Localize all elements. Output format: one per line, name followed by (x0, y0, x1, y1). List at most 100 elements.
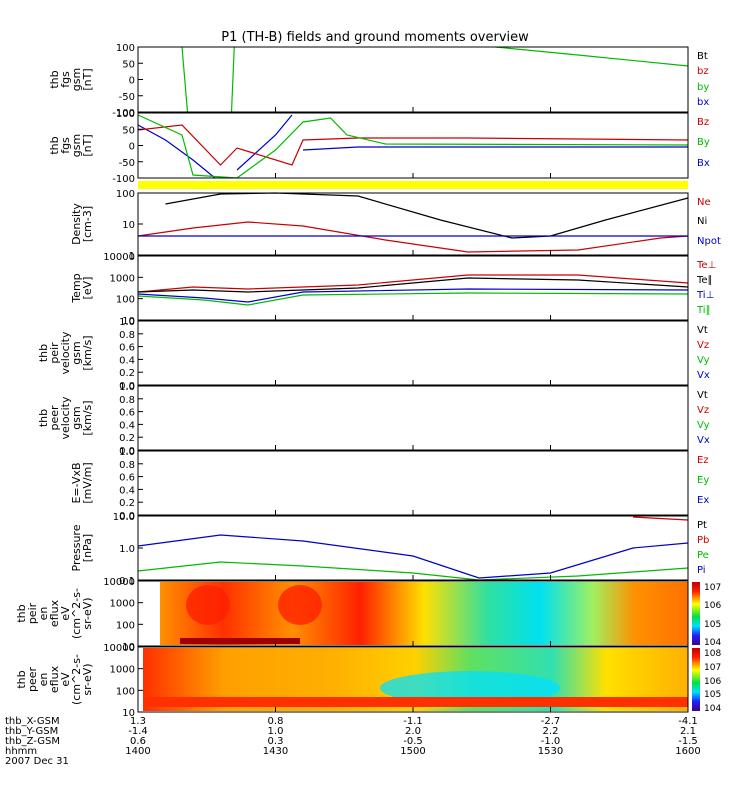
legend-entry: Ez (697, 455, 709, 466)
legend-entry: Ey (697, 475, 710, 486)
y-tick-label: 0 (129, 76, 135, 87)
y-tick-label: 10000 (103, 252, 135, 263)
y-tick-label: 0.0 (119, 381, 135, 392)
spectrogram-hotspot (186, 585, 230, 625)
y-tick-label: 50 (122, 59, 135, 70)
y-tick-label: 1 (129, 251, 135, 262)
legend-entry: Bz (697, 117, 710, 128)
spectrogram-band (143, 697, 688, 707)
colorbar-label: 108 (704, 649, 722, 659)
legend-entry: Ex (697, 495, 710, 506)
y-tick-label: 0.2 (119, 498, 135, 509)
y-axis-label-line: [km/s] (81, 335, 94, 371)
y-axis-label-line: sr-eV) (81, 597, 94, 630)
legend-entry: Npot (697, 235, 721, 247)
y-tick-label: 1.0 (119, 447, 135, 458)
y-tick-label: 0.8 (119, 330, 135, 341)
y-tick-label: 1000 (110, 665, 135, 676)
legend-entry: Ni (697, 216, 708, 228)
x-axis-row-label: hhmm (5, 746, 38, 757)
panel-frame (137, 450, 689, 516)
bx-trace (137, 124, 216, 179)
y-tick-label: 0.0 (119, 511, 135, 522)
y-tick-label: 0.1 (119, 576, 135, 587)
by-trace (181, 46, 189, 113)
x-axis-value: 1600 (675, 746, 701, 757)
legend-entry: Pe (697, 550, 709, 561)
panel-frame (137, 112, 689, 179)
x-axis-value: 0.6 (130, 736, 146, 747)
legend-entry: Bx (697, 157, 710, 169)
x-axis-value: -4.1 (678, 716, 698, 727)
y-tick-label: 10 (122, 316, 135, 327)
y-tick-label: 10 (122, 642, 135, 653)
bx-trace (302, 146, 688, 151)
legend-entry: Bt (697, 51, 708, 62)
ni-trace (165, 192, 689, 239)
x-axis-value: 1.0 (267, 726, 284, 737)
colorbar-label: 105 (704, 690, 722, 701)
x-axis-value: 1430 (262, 746, 289, 757)
colorbar-label: 106 (704, 601, 722, 612)
y-tick-label: -50 (119, 158, 135, 169)
y-axis-label-line: [mV/m] (81, 462, 94, 504)
legend-entry: Vt (697, 390, 708, 401)
panel-frame (137, 320, 689, 386)
x-axis-value: -0.5 (403, 736, 423, 747)
y-tick-label: 1.0 (119, 544, 135, 555)
y-axis-label-line: sr-eV) (81, 663, 94, 696)
x-axis-row-label: thb_Y-GSM (5, 726, 59, 737)
y-axis-label: thb peir en eflux eV (cm^2-s-sr-eV) (15, 581, 94, 646)
by-trace (230, 46, 235, 113)
legend-entry: Pi (697, 565, 706, 576)
panel-frame (137, 46, 689, 113)
y-tick-label: 10 (122, 220, 135, 231)
colorbar-label: 105 (704, 619, 722, 630)
y-tick-label: 0.4 (119, 355, 135, 366)
legend-entry: Vz (697, 405, 710, 416)
y-tick-label: 1.0 (119, 382, 135, 393)
y-tick-label: 0.8 (119, 460, 135, 471)
colorbar-label: 104 (704, 638, 722, 648)
colorbar (692, 582, 700, 645)
by-trace (495, 46, 689, 67)
y-tick-label: 100 (116, 109, 135, 120)
legend-entry: By (697, 137, 710, 149)
y-tick-label: 1000 (110, 273, 135, 284)
y-tick-label: 10.0 (113, 512, 135, 523)
x-axis-value: -1.4 (128, 726, 148, 737)
colorbar-label: 107 (704, 662, 722, 673)
ion-spectrogram (160, 582, 688, 645)
y-tick-label: -50 (119, 92, 135, 103)
colorbar-label: 106 (704, 676, 722, 687)
y-tick-label: 100 (116, 620, 135, 631)
legend-entry: Vx (697, 435, 710, 446)
x-axis-value: 2.2 (542, 726, 559, 737)
y-tick-label: 0.8 (119, 395, 135, 406)
legend-entry: Pb (697, 535, 710, 546)
x-axis-row-label: thb_X-GSM (5, 716, 60, 727)
y-tick-label: 0.4 (119, 485, 135, 496)
y-axis-label: thb peer velocity gsm [km/s] (37, 386, 94, 450)
ti-par-trace (137, 292, 689, 306)
figure-title: P1 (TH-B) fields and ground moments over… (221, 30, 529, 45)
colorbar-label: 107 (704, 583, 722, 593)
legend-entry: Ne (697, 197, 711, 208)
y-axis-label: Density [cm-3] (70, 193, 94, 255)
x-axis-value: 1400 (125, 746, 151, 757)
quality-flag-bar (138, 181, 688, 189)
x-axis-value: 2.1 (680, 726, 696, 737)
ti-perp-trace (137, 288, 689, 303)
y-axis-label: thb peer en eflux eV (cm^2-s-sr-eV) (15, 647, 94, 712)
pi-trace (137, 534, 689, 579)
y-tick-label: 0.2 (119, 433, 135, 444)
legend-entry: Vy (697, 355, 710, 366)
y-tick-label: 100 (116, 43, 135, 54)
y-axis-label: E=-VxB [mV/m] (70, 451, 94, 515)
x-axis-row-label: thb_Z-GSM (5, 736, 60, 747)
x-axis-value: -2.7 (540, 716, 561, 727)
y-tick-label: 10000 (103, 643, 135, 654)
legend-entry: Ti∥ (697, 305, 711, 316)
y-tick-label: 0 (129, 142, 135, 153)
